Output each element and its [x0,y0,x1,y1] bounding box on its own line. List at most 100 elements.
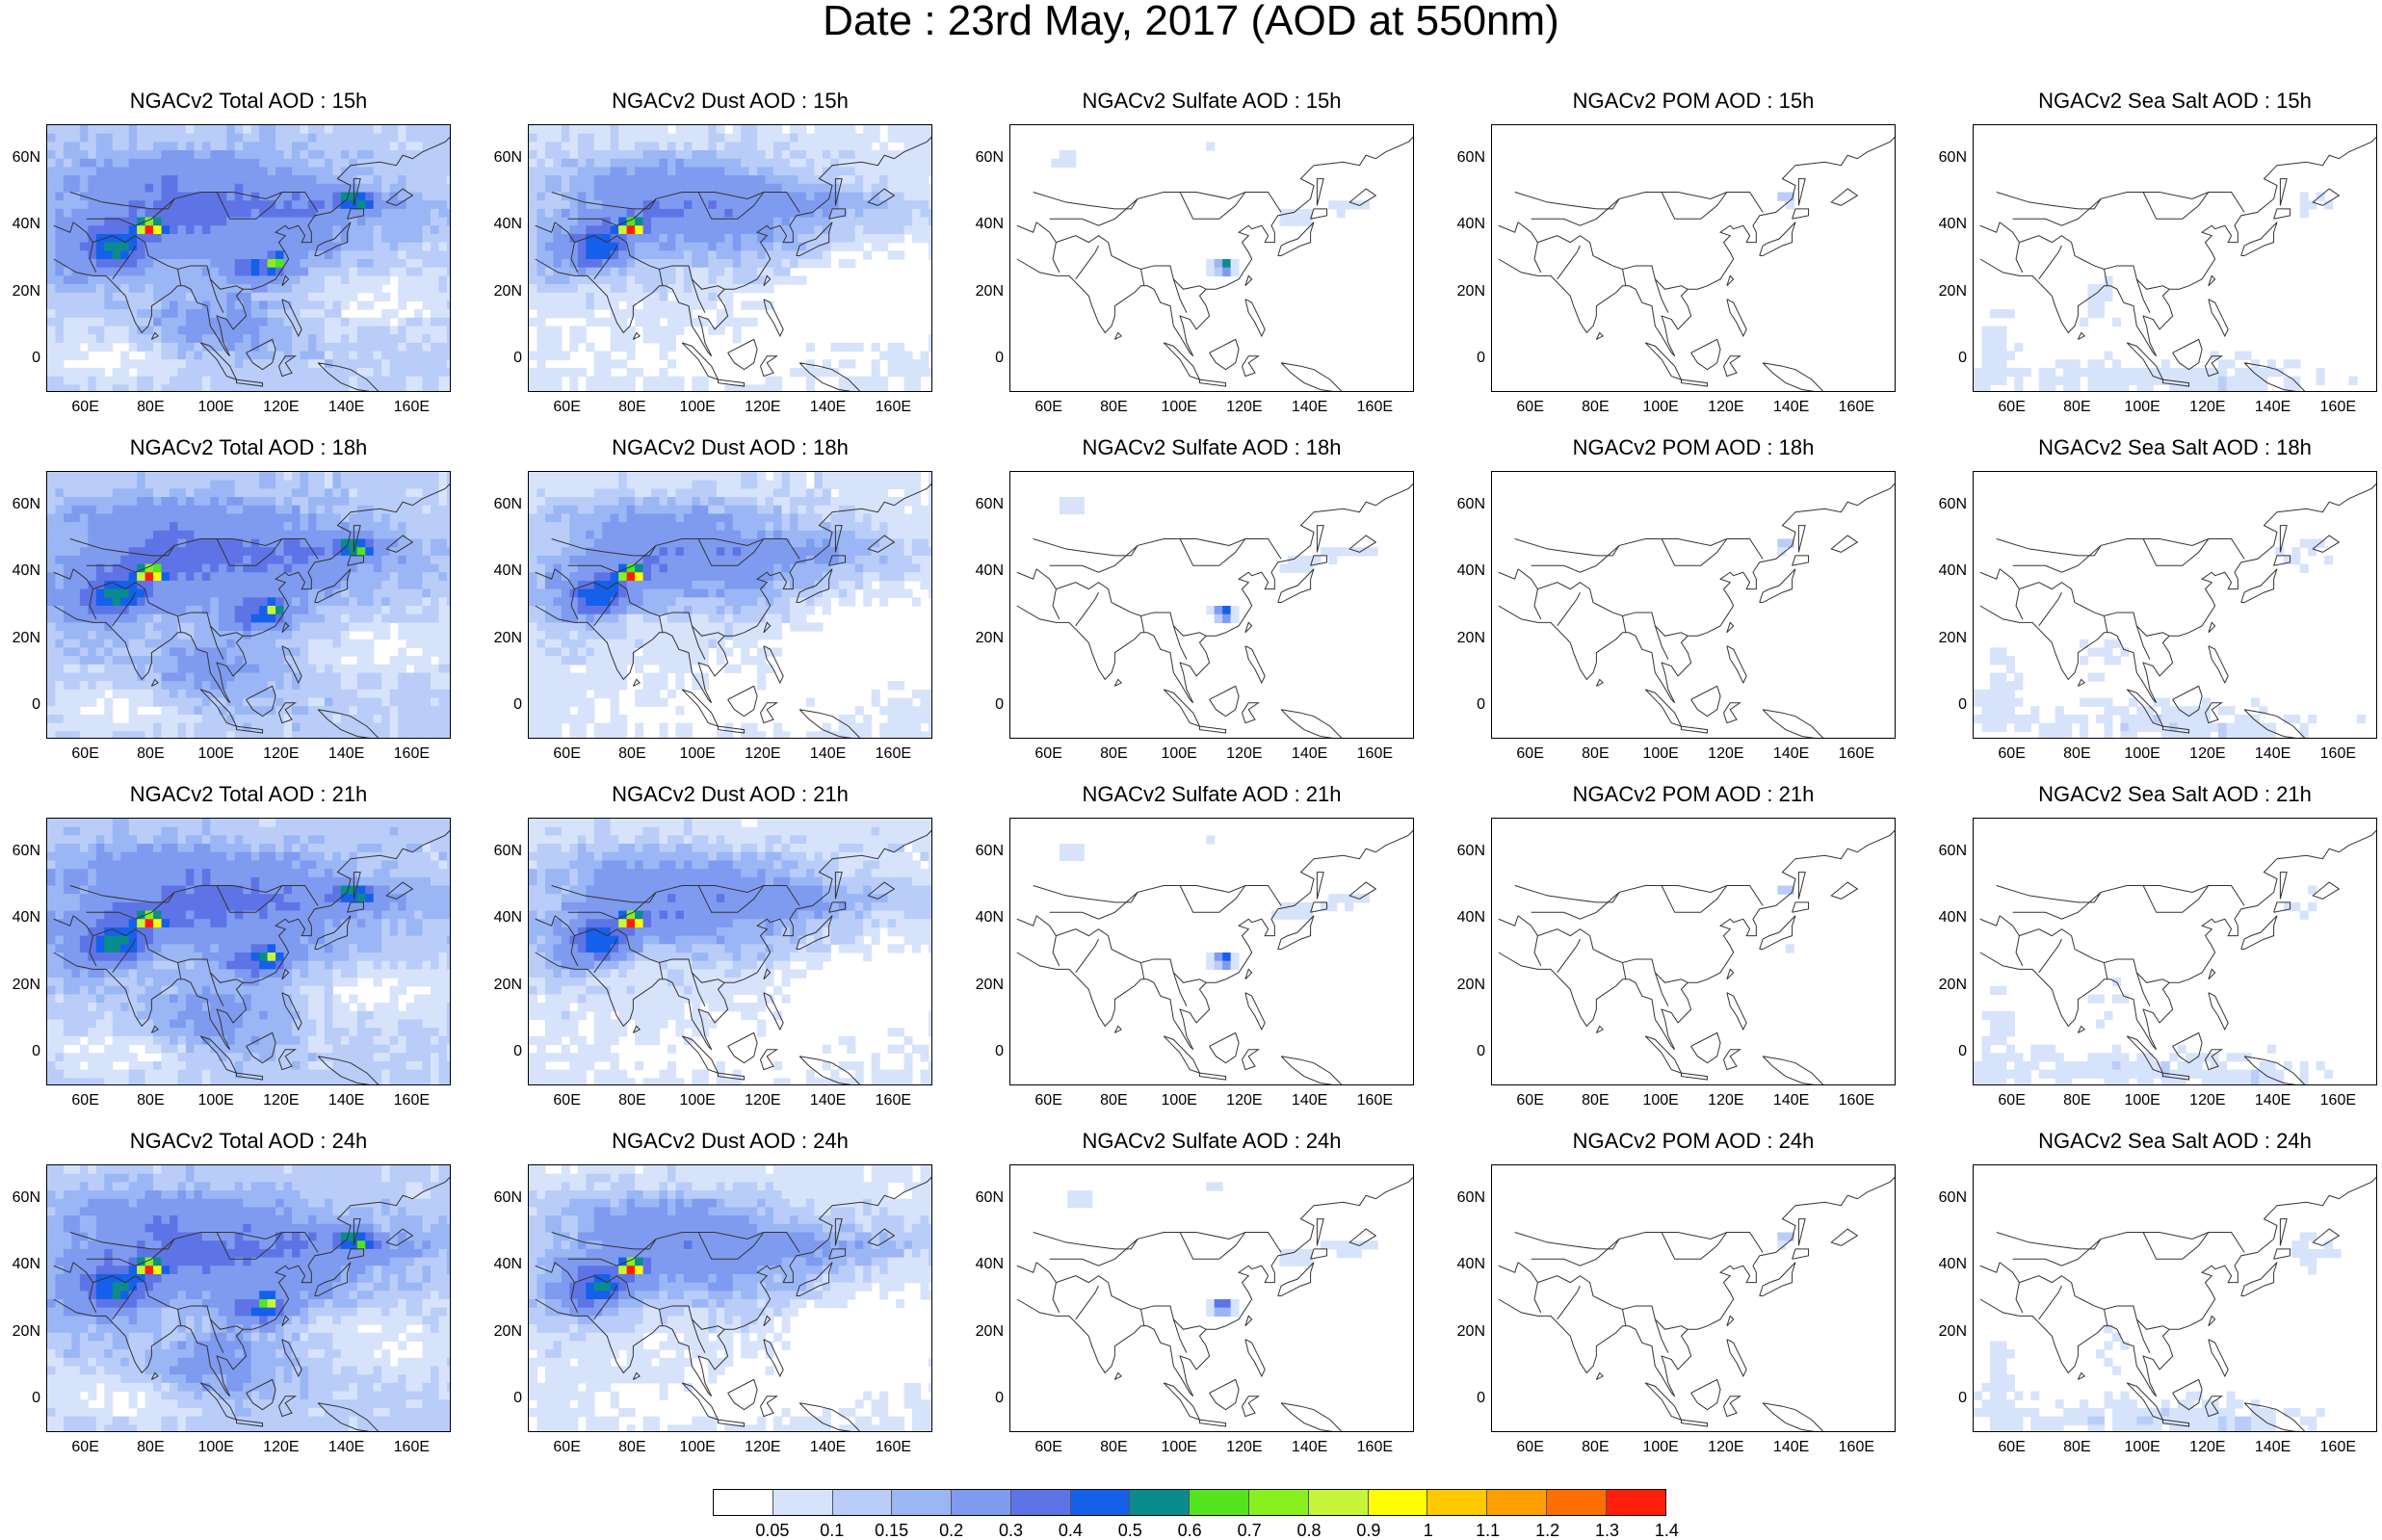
lon-tick-label: 80E [1089,1440,1138,1455]
lon-tick-label: 80E [1089,400,1138,415]
country-border [2013,193,2244,226]
country-border [2104,962,2107,979]
lon-tick-label: 160E [387,746,435,762]
country-border [1515,539,1619,556]
country-border [1050,1233,1281,1266]
coastline [2274,209,2290,219]
lon-tick-label: 100E [1155,1093,1203,1109]
lon-tick-label: 160E [387,1440,435,1455]
coastline [1727,993,1746,1030]
lon-tick-label: 60E [1025,746,1073,762]
coastline [633,679,640,686]
aod-field [1010,472,1414,739]
lon-tick-label: 140E [804,1093,852,1109]
lon-tick-label: 120E [1220,400,1269,415]
coastline [1210,686,1239,716]
lon-tick-label: 160E [869,400,917,415]
lon-tick-label: 140E [1767,400,1816,415]
coastline [1164,1036,1199,1073]
colorbar-label: 0.1 [808,1522,856,1539]
lat-tick-label: 20N [484,631,522,646]
country-border [1017,569,1036,579]
country-border [1531,193,1763,226]
lon-tick-label: 140E [1286,400,1334,415]
lon-tick-label: 160E [1832,746,1880,762]
coastline [1980,1175,2377,1396]
country-border [2104,1309,2107,1325]
country-border [1997,1233,2101,1249]
map-frame [1973,818,2377,1085]
coastline [2173,339,2202,369]
lat-tick-label: 40N [1447,1257,1485,1272]
country-border [1056,929,1206,983]
lon-tick-label: 100E [192,1440,240,1455]
panel-title: NGACv2 POM AOD : 21h [1491,783,1896,806]
lon-tick-label: 120E [1702,1093,1750,1109]
lon-tick-label: 140E [1286,1093,1334,1109]
lon-tick-label: 160E [2314,400,2362,415]
colorbar-label: 1.2 [1524,1522,1572,1539]
colorbar-label: 1.1 [1464,1522,1512,1539]
aod-field [529,472,932,739]
lon-tick-label: 80E [1571,400,1619,415]
lat-tick-label: 40N [965,1257,1004,1272]
country-border [1017,916,1036,926]
panel-title: NGACv2 Sea Salt AOD : 15h [1973,90,2377,113]
lat-tick-label: 0 [1928,1044,1967,1059]
lon-tick-label: 120E [739,746,787,762]
lat-tick-label: 60N [965,150,1004,166]
coastline [1245,1340,1265,1376]
country-border [1531,886,1763,920]
aod-field [1010,125,1414,392]
lon-tick-label: 120E [739,1440,787,1455]
coastline [1114,1372,1121,1379]
panel-title: NGACv2 Total AOD : 18h [46,436,451,459]
panel-title: NGACv2 Sea Salt AOD : 24h [1973,1130,2377,1153]
coastline [1727,1340,1746,1376]
colorbar-swatch [1190,1490,1249,1515]
colorbar-swatch [892,1490,952,1515]
coastline [1831,1229,1857,1245]
country-border [1140,962,1143,979]
colorbar-label: 0.4 [1046,1522,1094,1539]
coastline [728,1379,757,1409]
lon-tick-label: 100E [1636,746,1685,762]
country-border [1050,539,1281,573]
map-frame [1973,124,2377,392]
lon-tick-label: 140E [2249,400,2297,415]
country-border [1980,569,2000,579]
lat-tick-label: 40N [2,910,40,926]
coastline [1242,356,1258,377]
coastline [2241,916,2277,950]
lat-tick-label: 20N [2,284,40,300]
lat-tick-label: 0 [1447,1391,1485,1406]
coastline [1645,343,1681,379]
coastline [1596,332,1603,339]
lon-tick-label: 120E [2184,400,2232,415]
lat-tick-label: 40N [1447,910,1485,926]
lon-tick-label: 60E [1988,400,2036,415]
coastline [1596,1026,1603,1032]
lon-tick-label: 100E [1636,1093,1685,1109]
coastline [2313,1229,2339,1245]
country-border [2000,1263,2023,1313]
lat-tick-label: 40N [1928,1257,1967,1272]
coastline [1798,179,1805,206]
lat-tick-label: 0 [1928,351,1967,366]
lat-tick-label: 60N [484,497,522,512]
country-border [1655,973,1668,1006]
lat-tick-label: 40N [2,563,40,579]
coastline [1245,646,1265,683]
lat-tick-label: 60N [1928,150,1967,166]
coastline [2209,622,2215,632]
coastline [1245,622,1252,632]
coastline [2313,882,2339,899]
coastline [1245,993,1265,1030]
lat-tick-label: 40N [484,910,522,926]
colorbar-swatch [1249,1490,1309,1515]
country-border [1518,569,1541,619]
country-border [1034,539,1138,556]
